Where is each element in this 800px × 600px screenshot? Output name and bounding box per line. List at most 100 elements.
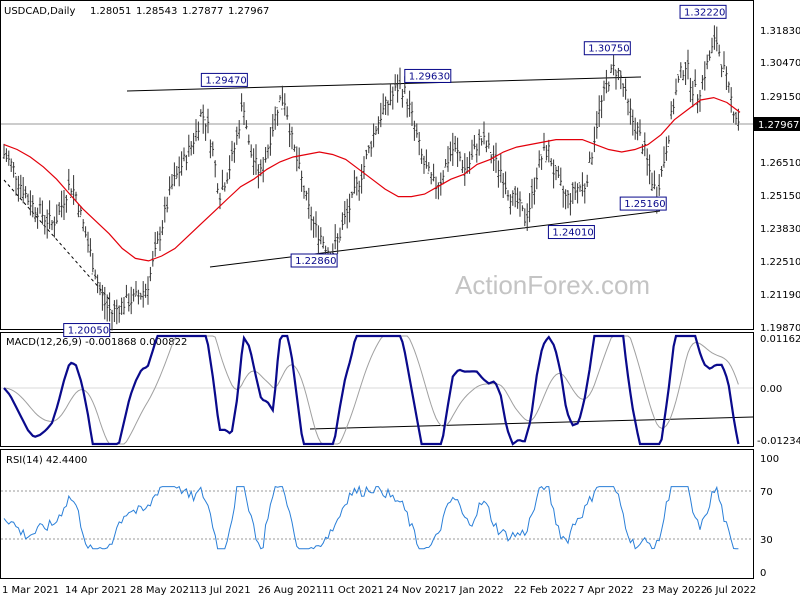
price-bar [168,176,171,196]
price-bar [682,70,685,81]
price-bar [626,98,630,116]
price-bar [206,108,210,134]
price-bar [312,216,315,238]
price-bar [283,93,286,116]
price-bar [504,171,507,195]
price-bar [358,180,361,201]
price-bar [199,109,202,117]
price-bar [22,177,25,204]
price-bar [7,150,10,166]
price-bar [24,186,27,199]
price-bar [574,181,577,201]
price-bar [679,62,682,78]
price-bar [360,164,363,194]
price-bar [518,191,522,217]
price-bar [648,154,651,185]
price-bar [254,144,258,175]
price-bar [482,121,486,145]
price-bar [636,122,639,141]
price-bar [389,84,392,106]
price-bar [610,64,613,73]
price-bar [454,135,457,152]
price-bar [29,190,32,216]
date-tick: 26 Aug 2021 [258,585,322,596]
price-bar [86,231,90,253]
price-bar [5,148,8,162]
date-tick: 23 May 2022 [642,585,707,596]
price-bar [264,146,267,163]
price-bar [338,227,342,243]
price-bar [62,189,66,220]
price-bar [446,146,450,172]
date-tick: 14 Apr 2021 [65,585,127,596]
annotation-label: 1.25160 [624,199,665,210]
price-bar [235,126,238,145]
price-bar [158,226,162,252]
price-bar [204,119,207,141]
price-bar [641,144,644,155]
price-bar [658,174,661,196]
price-bar [60,190,63,218]
price-bar [223,182,226,192]
price-bar [125,284,128,299]
price-bar [391,86,394,110]
price-bar [718,44,721,57]
price-bar [713,25,716,50]
price-bar [43,215,46,235]
price-bar [274,106,277,130]
price-bar [202,104,205,134]
price-bar [34,207,37,223]
price-bar [506,190,510,201]
price-bar [228,155,231,180]
price-tick: 1.23830 [760,224,800,235]
price-bar [305,190,308,201]
moving-average-line [3,96,741,262]
price-bar [710,37,714,54]
price-bar [230,140,234,162]
price-annotation: 1.30750 [583,41,631,56]
price-bar [266,144,270,159]
price-bar [730,87,733,113]
macd-trendline [309,416,754,430]
annotation-label: 1.30750 [588,44,629,55]
date-tick: 13 Jul 2021 [194,585,251,596]
macd-tick: 0.011629 [760,334,800,345]
date-tick: 24 Nov 2021 [386,585,450,596]
price-bar [173,162,176,187]
price-bar [686,49,690,80]
price-bar [298,147,301,170]
price-bar [348,193,351,223]
price-bar [379,102,382,128]
date-tick: 28 May 2021 [130,585,195,596]
price-bar [72,175,75,205]
price-bar [502,173,505,198]
price-bar [370,140,373,157]
rsi-tick: 70 [760,487,773,498]
price-bar [463,153,466,186]
price-bar [451,132,454,166]
price-bar [461,159,464,174]
price-bar [182,147,186,162]
price-bar [406,98,409,118]
price-bar [55,204,58,224]
price-bar [602,80,606,101]
price-bar [499,154,502,183]
price-bar [252,148,255,176]
price-bar [322,236,325,249]
price-bar [161,220,164,236]
price-bar [286,106,289,120]
price-bar [598,95,601,127]
price-bar [643,132,646,157]
price-bar [350,191,354,199]
price-bar [672,98,675,115]
price-annotation: 1.22860 [290,253,338,268]
price-bar [245,120,248,130]
price-bar [192,132,195,155]
price-bar [415,123,418,138]
price-bar [216,183,219,194]
price-bar [190,141,193,156]
price-bar [734,111,738,125]
price-bar [178,156,181,187]
price-bar [583,183,586,204]
